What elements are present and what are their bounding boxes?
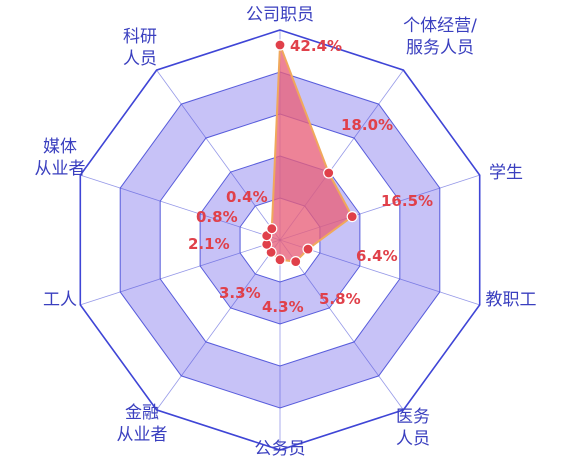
value-label: 2.1% xyxy=(188,235,230,253)
category-label: 教职工 xyxy=(486,290,537,310)
value-label: 16.5% xyxy=(381,192,433,210)
category-label: 公务员 xyxy=(255,439,306,459)
grid-spoke xyxy=(279,239,404,411)
category-label: 学生 xyxy=(489,163,523,183)
category-label: 媒体从业者 xyxy=(35,137,86,179)
value-label: 5.8% xyxy=(319,290,361,308)
data-point xyxy=(274,254,286,266)
data-point xyxy=(302,243,314,255)
category-label: 医务人员 xyxy=(396,407,430,449)
value-label: 3.3% xyxy=(219,284,261,302)
value-label: 0.8% xyxy=(196,208,238,226)
value-label: 6.4% xyxy=(356,247,398,265)
value-label: 4.3% xyxy=(262,298,304,316)
value-label: 42.4% xyxy=(290,37,342,55)
grid-spoke xyxy=(80,174,281,241)
radar-series xyxy=(261,39,358,268)
data-point xyxy=(274,39,286,51)
category-label: 科研人员 xyxy=(123,27,157,69)
data-point xyxy=(323,167,335,179)
value-label: 0.4% xyxy=(226,188,268,206)
category-label: 个体经营/服务人员 xyxy=(403,16,477,58)
grid-spoke xyxy=(156,239,281,411)
category-label: 金融从业者 xyxy=(117,403,168,445)
data-point xyxy=(346,211,358,223)
data-point xyxy=(290,256,302,268)
category-label: 工人 xyxy=(43,290,77,310)
grid-spoke xyxy=(80,239,281,306)
category-label: 公司职员 xyxy=(246,5,314,25)
value-label: 18.0% xyxy=(341,116,393,134)
data-point xyxy=(266,223,278,235)
value-labels: 42.4% 18.0% 16.5% 6.4% 5.8% 4.3%3.3% 2.1% 0.8% 0… xyxy=(188,37,433,316)
grid-spoke xyxy=(156,69,281,241)
